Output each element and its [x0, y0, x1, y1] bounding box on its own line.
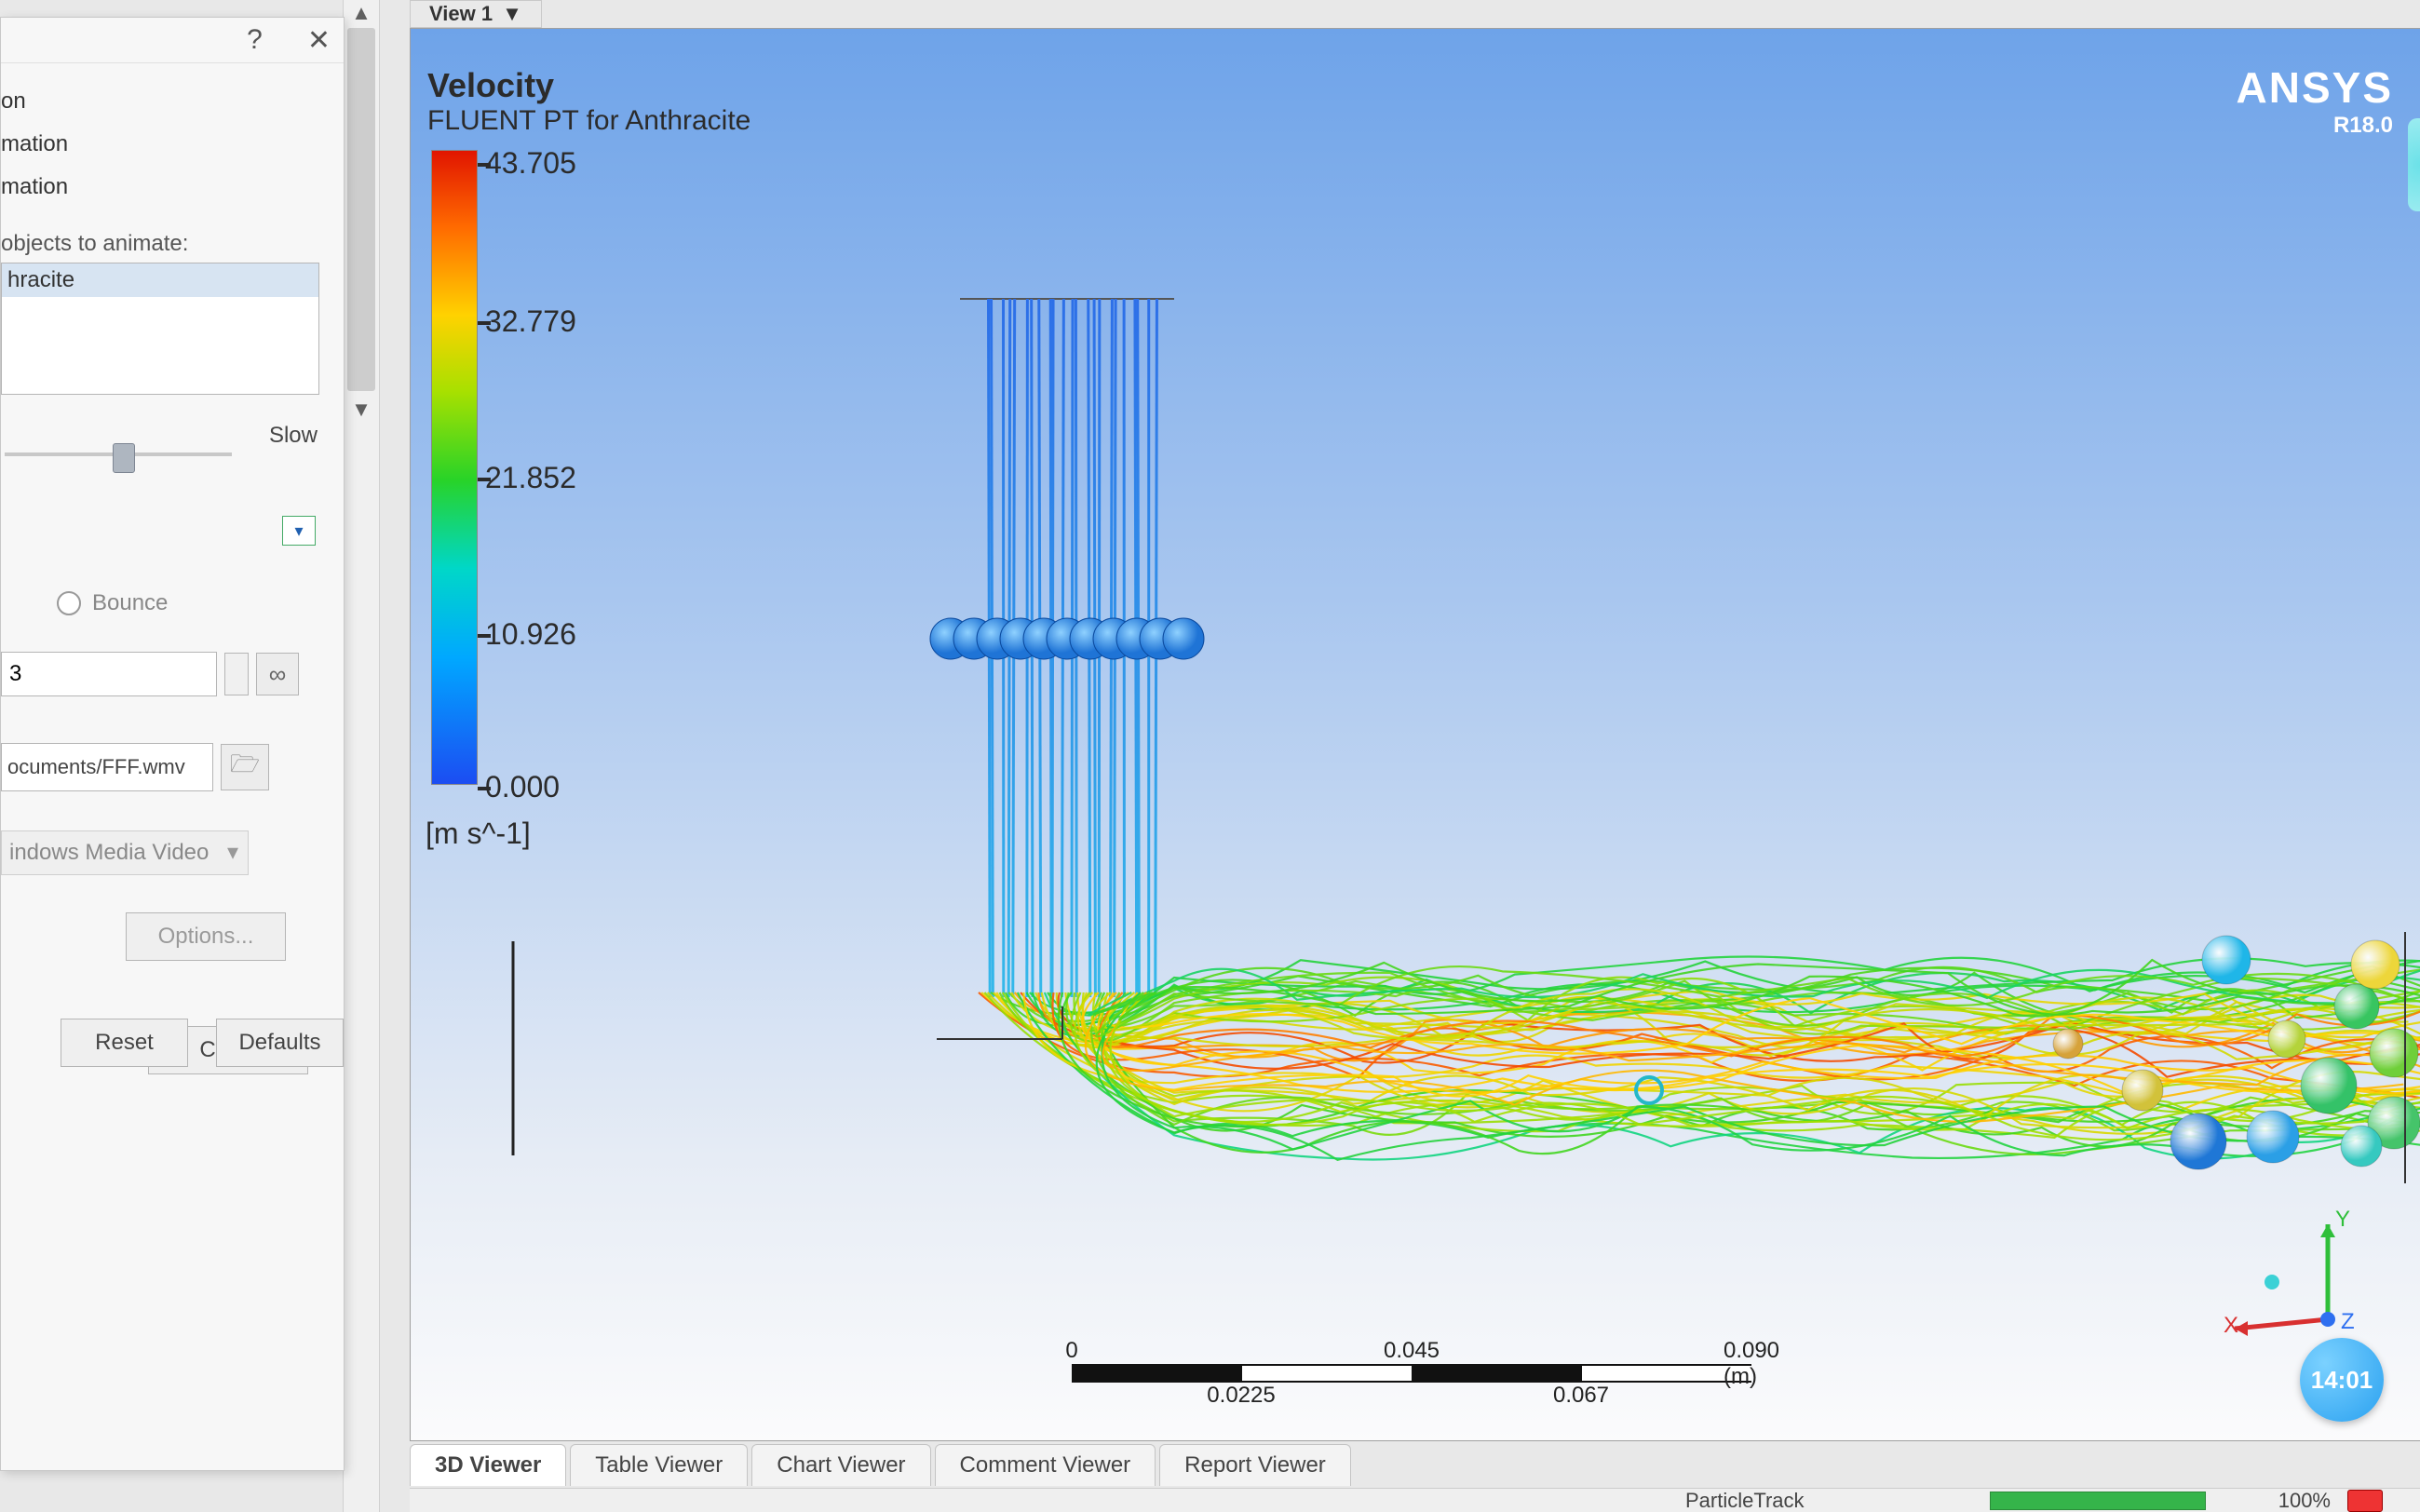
legend-tick: 0.000 [485, 770, 560, 804]
stop-button[interactable] [2347, 1490, 2383, 1512]
scroll-thumb[interactable] [347, 28, 375, 391]
scroll-down-icon[interactable]: ▼ [344, 397, 379, 423]
status-percent: 100% [2278, 1489, 2331, 1512]
animation-dialog: ? ✕ on mation mation objects to animate:… [0, 17, 345, 1471]
left-panel-scrollbar[interactable]: ▲ ▼ [343, 0, 380, 1512]
axis-x-label: X [2224, 1313, 2238, 1338]
viewer-tab[interactable]: Table Viewer [570, 1444, 748, 1486]
objects-listbox[interactable]: hracite [1, 263, 319, 395]
close-icon[interactable]: ✕ [307, 24, 331, 57]
loop-icon[interactable]: ∞ [256, 653, 299, 695]
bounce-label: Bounce [92, 590, 168, 616]
viewport-title: Velocity [427, 66, 554, 105]
status-bar: ParticleTrack 100% [410, 1488, 2420, 1512]
anim-option-2[interactable]: mation [1, 123, 334, 166]
timer-badge: 14:01 [2300, 1338, 2384, 1422]
anim-option-1[interactable]: on [1, 80, 334, 123]
anim-option-3[interactable]: mation [1, 166, 334, 209]
view-tab-arrow-icon: ▼ [502, 2, 522, 26]
viewer-tab[interactable]: Report Viewer [1159, 1444, 1351, 1486]
status-progress [1990, 1492, 2206, 1510]
viewport-3d[interactable]: Velocity FLUENT PT for Anthracite ANSYS … [410, 28, 2420, 1441]
legend-tick: 21.852 [485, 461, 576, 495]
repeat-stepper[interactable] [224, 653, 249, 695]
legend-unit: [m s^-1] [426, 817, 531, 851]
reset-button[interactable]: Reset [61, 1019, 188, 1067]
viewer-tab[interactable]: 3D Viewer [410, 1444, 566, 1486]
axis-z-label: Z [2341, 1309, 2355, 1334]
side-handle[interactable] [2408, 118, 2420, 211]
repeat-count-input[interactable] [1, 652, 217, 696]
view-tab[interactable]: View 1 ▼ [410, 0, 542, 28]
viewer-tab[interactable]: Comment Viewer [935, 1444, 1156, 1486]
speed-slow-label: Slow [269, 423, 318, 449]
legend-tick: 43.705 [485, 146, 576, 181]
radio-icon [57, 591, 81, 615]
speed-slider-thumb[interactable] [113, 443, 135, 473]
brand-block: ANSYS R18.0 [2237, 62, 2393, 139]
objects-list-item[interactable]: hracite [2, 263, 318, 297]
viewer-tabs: 3D ViewerTable ViewerChart ViewerComment… [410, 1443, 1355, 1486]
viewport-subtitle: FLUENT PT for Anthracite [427, 105, 750, 137]
format-dropdown[interactable]: indows Media Video [1, 830, 249, 875]
legend-tick: 32.779 [485, 304, 576, 339]
axis-y-label: Y [2335, 1207, 2350, 1232]
viewer-tab[interactable]: Chart Viewer [751, 1444, 930, 1486]
status-object-name: ParticleTrack [1685, 1489, 1805, 1512]
brand-name: ANSYS [2237, 62, 2393, 113]
defaults-button[interactable]: Defaults [216, 1019, 344, 1067]
cfd-particle-tracks [411, 29, 2420, 1440]
scale-bar: 00.0450.090 (m) 0.02250.067 [1072, 1338, 1751, 1409]
objects-label: objects to animate: [1, 231, 334, 257]
help-icon[interactable]: ? [247, 24, 263, 56]
brand-version: R18.0 [2237, 113, 2393, 139]
browse-icon[interactable]: 🗁 [221, 744, 269, 790]
options-button[interactable]: Options... [126, 912, 286, 961]
color-legend [431, 150, 478, 785]
legend-tick: 10.926 [485, 617, 576, 652]
dropdown-toggle-icon[interactable]: ▾ [282, 516, 316, 546]
bounce-radio[interactable]: Bounce [1, 590, 334, 616]
view-tab-label: View 1 [429, 2, 493, 26]
save-path-input[interactable] [1, 743, 213, 791]
scroll-up-icon[interactable]: ▲ [344, 0, 379, 26]
